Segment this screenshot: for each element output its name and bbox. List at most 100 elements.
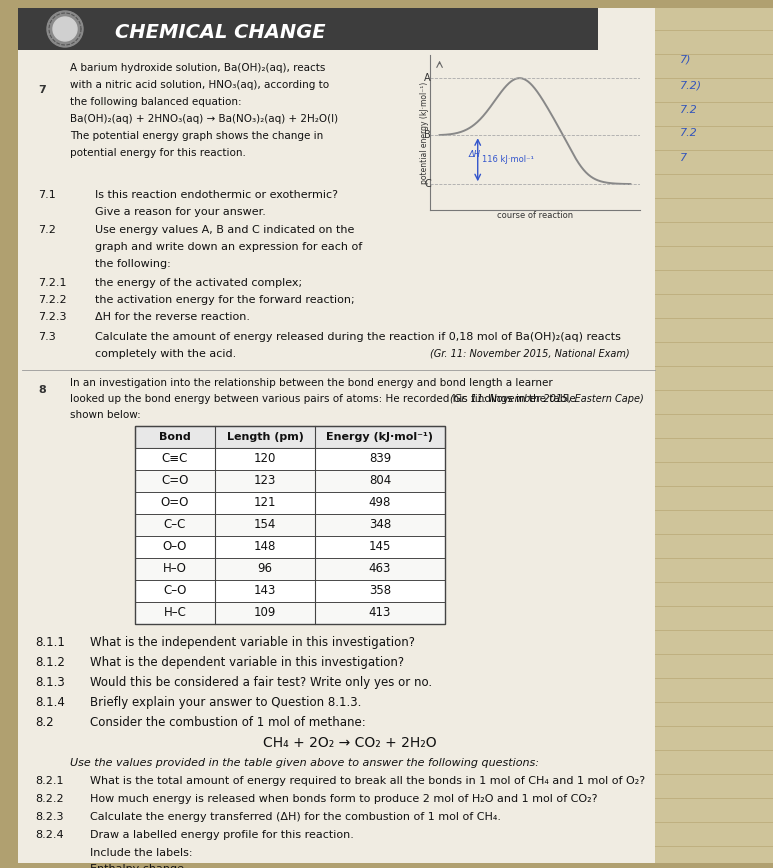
Text: O=O: O=O <box>161 496 189 510</box>
Text: CHEMICAL CHANGE: CHEMICAL CHANGE <box>114 23 325 42</box>
Bar <box>135 536 445 558</box>
Text: Give a reason for your answer.: Give a reason for your answer. <box>95 207 266 217</box>
Text: Ba(OH)₂(aq) + 2HNO₃(aq) → Ba(NO₃)₂(aq) + 2H₂O(l): Ba(OH)₂(aq) + 2HNO₃(aq) → Ba(NO₃)₂(aq) +… <box>70 114 338 124</box>
Text: 8.1.2: 8.1.2 <box>35 656 65 669</box>
Y-axis label: potential energy (kJ·mol⁻¹): potential energy (kJ·mol⁻¹) <box>420 82 428 184</box>
Text: 804: 804 <box>369 475 391 488</box>
Bar <box>135 514 445 536</box>
Text: Is this reaction endothermic or exothermic?: Is this reaction endothermic or exotherm… <box>95 190 338 200</box>
Text: 8.2.3: 8.2.3 <box>35 812 63 822</box>
Text: 148: 148 <box>254 541 276 554</box>
Text: 120: 120 <box>254 452 276 465</box>
Text: Bond: Bond <box>159 432 191 442</box>
Text: 8.1.3: 8.1.3 <box>35 676 65 689</box>
Text: C=O: C=O <box>162 475 189 488</box>
Text: Enthalpy change: Enthalpy change <box>90 864 184 868</box>
Text: 7.1: 7.1 <box>38 190 56 200</box>
Circle shape <box>53 17 77 41</box>
Bar <box>135 426 445 448</box>
Text: Include the labels:: Include the labels: <box>90 848 192 858</box>
Bar <box>18 8 598 50</box>
Text: 7.2.1: 7.2.1 <box>38 278 66 288</box>
Text: the following:: the following: <box>95 259 171 269</box>
Text: completely with the acid.: completely with the acid. <box>95 349 237 359</box>
Text: What is the dependent variable in this investigation?: What is the dependent variable in this i… <box>90 656 404 669</box>
Text: 109: 109 <box>254 607 276 620</box>
Bar <box>135 558 445 580</box>
Text: 7.2.3: 7.2.3 <box>38 312 66 322</box>
Text: shown below:: shown below: <box>70 410 141 420</box>
Text: 145: 145 <box>369 541 391 554</box>
Text: Calculate the amount of energy released during the reaction if 0,18 mol of Ba(OH: Calculate the amount of energy released … <box>95 332 621 342</box>
Text: 7.2): 7.2) <box>680 80 702 90</box>
Text: Length (pm): Length (pm) <box>226 432 304 442</box>
Text: ΔH: ΔH <box>468 149 480 159</box>
Text: 7.2.2: 7.2.2 <box>38 295 66 305</box>
Text: graph and write down an expression for each of: graph and write down an expression for e… <box>95 242 363 252</box>
Bar <box>135 448 445 470</box>
Text: 7.3: 7.3 <box>38 332 56 342</box>
Text: C–C: C–C <box>164 518 186 531</box>
Text: 358: 358 <box>369 584 391 597</box>
Text: B: B <box>424 130 431 141</box>
Text: H–C: H–C <box>164 607 186 620</box>
Text: Draw a labelled energy profile for this reaction.: Draw a labelled energy profile for this … <box>90 830 354 840</box>
Bar <box>135 492 445 514</box>
Text: 8.2: 8.2 <box>35 716 53 729</box>
Text: Use energy values A, B and C indicated on the: Use energy values A, B and C indicated o… <box>95 225 354 235</box>
Text: 123: 123 <box>254 475 276 488</box>
Text: 8.1.4: 8.1.4 <box>35 696 65 709</box>
Text: 839: 839 <box>369 452 391 465</box>
Text: Calculate the energy transferred (ΔH) for the combustion of 1 mol of CH₄.: Calculate the energy transferred (ΔH) fo… <box>90 812 501 822</box>
Text: ΔH for the reverse reaction.: ΔH for the reverse reaction. <box>95 312 250 322</box>
Text: A: A <box>424 73 431 83</box>
Text: Would this be considered a fair test? Write only yes or no.: Would this be considered a fair test? Wr… <box>90 676 432 689</box>
Text: C≡C: C≡C <box>162 452 188 465</box>
Text: 7): 7) <box>680 55 692 65</box>
Text: What is the total amount of energy required to break all the bonds in 1 mol of C: What is the total amount of energy requi… <box>90 776 645 786</box>
Text: 8: 8 <box>38 385 46 395</box>
Circle shape <box>47 11 83 47</box>
Text: How much energy is released when bonds form to produce 2 mol of H₂O and 1 mol of: How much energy is released when bonds f… <box>90 794 598 804</box>
Text: 7.2: 7.2 <box>680 128 698 138</box>
Text: 7.2: 7.2 <box>38 225 56 235</box>
Text: 8.2.2: 8.2.2 <box>35 794 63 804</box>
Text: Briefly explain your answer to Question 8.1.3.: Briefly explain your answer to Question … <box>90 696 361 709</box>
Text: the activation energy for the forward reaction;: the activation energy for the forward re… <box>95 295 355 305</box>
Bar <box>135 470 445 492</box>
Text: 348: 348 <box>369 518 391 531</box>
Text: 154: 154 <box>254 518 276 531</box>
Text: What is the independent variable in this investigation?: What is the independent variable in this… <box>90 636 415 649</box>
Text: 413: 413 <box>369 607 391 620</box>
Bar <box>135 580 445 602</box>
Text: 8.1.1: 8.1.1 <box>35 636 65 649</box>
Text: 96: 96 <box>257 562 273 575</box>
Text: potential energy for this reaction.: potential energy for this reaction. <box>70 148 246 158</box>
Text: 498: 498 <box>369 496 391 510</box>
Text: looked up the bond energy between various pairs of atoms: He recorded his findin: looked up the bond energy between variou… <box>70 394 576 404</box>
Text: 121: 121 <box>254 496 276 510</box>
Text: CH₄ + 2O₂ → CO₂ + 2H₂O: CH₄ + 2O₂ → CO₂ + 2H₂O <box>263 736 437 750</box>
Text: The potential energy graph shows the change in: The potential energy graph shows the cha… <box>70 131 323 141</box>
Text: 7.2: 7.2 <box>680 105 698 115</box>
Text: C–O: C–O <box>163 584 187 597</box>
Text: 7: 7 <box>680 153 687 163</box>
Text: Energy (kJ·mol⁻¹): Energy (kJ·mol⁻¹) <box>326 432 434 442</box>
Bar <box>655 8 773 863</box>
Bar <box>18 8 658 863</box>
Text: (Gr. 11: November 2015, Eastern Cape): (Gr. 11: November 2015, Eastern Cape) <box>450 394 644 404</box>
Bar <box>135 426 445 624</box>
Text: O–O: O–O <box>163 541 187 554</box>
Text: 463: 463 <box>369 562 391 575</box>
Text: 8.2.1: 8.2.1 <box>35 776 63 786</box>
Text: C: C <box>424 179 431 189</box>
Text: In an investigation into the relationship between the bond energy and bond lengt: In an investigation into the relationshi… <box>70 378 553 388</box>
X-axis label: course of reaction: course of reaction <box>497 212 573 220</box>
Text: the energy of the activated complex;: the energy of the activated complex; <box>95 278 302 288</box>
Bar <box>135 602 445 624</box>
Text: Consider the combustion of 1 mol of methane:: Consider the combustion of 1 mol of meth… <box>90 716 366 729</box>
Text: Use the values provided in the table given above to answer the following questio: Use the values provided in the table giv… <box>70 758 539 768</box>
Text: 7: 7 <box>38 85 46 95</box>
Text: (Gr. 11: November 2015, National Exam): (Gr. 11: November 2015, National Exam) <box>430 349 630 359</box>
Text: 8.2.4: 8.2.4 <box>35 830 63 840</box>
